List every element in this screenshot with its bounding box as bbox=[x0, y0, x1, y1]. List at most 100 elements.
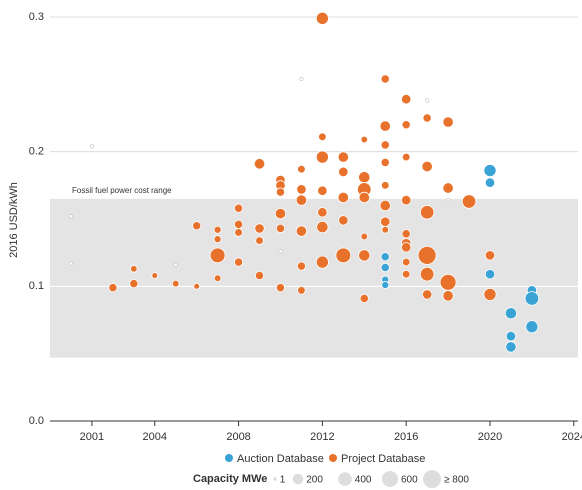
bubble bbox=[295, 225, 308, 237]
bubble bbox=[461, 194, 477, 209]
bubble bbox=[297, 164, 306, 174]
bubble bbox=[419, 267, 435, 282]
bubble bbox=[380, 140, 390, 150]
bubble bbox=[275, 283, 286, 293]
bubble bbox=[295, 194, 308, 206]
bubble bbox=[209, 247, 226, 264]
bubble bbox=[337, 151, 349, 163]
bubble bbox=[275, 223, 286, 233]
legend-swatch bbox=[225, 454, 233, 462]
bubble bbox=[192, 221, 202, 231]
bubble bbox=[317, 185, 328, 196]
bubble bbox=[525, 320, 539, 334]
bubble bbox=[299, 76, 304, 82]
bubble bbox=[401, 194, 412, 206]
bubble bbox=[68, 214, 74, 219]
bubble bbox=[483, 164, 497, 178]
bubble bbox=[379, 199, 391, 212]
y-tick-label: 0.0 bbox=[29, 415, 44, 427]
bubble bbox=[425, 98, 430, 103]
bubble bbox=[129, 279, 139, 289]
bubble bbox=[484, 250, 496, 261]
bubble bbox=[401, 242, 412, 253]
x-tick-label: 2020 bbox=[478, 431, 502, 443]
bubble bbox=[297, 286, 306, 295]
bubble bbox=[358, 171, 371, 184]
y-tick-label: 0.3 bbox=[29, 11, 44, 23]
bubble bbox=[401, 269, 411, 279]
bubble bbox=[359, 293, 369, 304]
bubble bbox=[524, 291, 540, 306]
bubble bbox=[401, 93, 412, 105]
bubble bbox=[484, 177, 496, 188]
bubble bbox=[108, 283, 118, 293]
size-label: ≥ 800 bbox=[444, 475, 469, 486]
bubble bbox=[421, 289, 433, 300]
bubble bbox=[504, 307, 518, 320]
bubble bbox=[213, 225, 222, 234]
size-label: 600 bbox=[401, 475, 418, 486]
bubble bbox=[401, 257, 411, 267]
bubble bbox=[505, 331, 517, 342]
x-tick-label: 2001 bbox=[80, 431, 104, 443]
bubble bbox=[381, 281, 390, 289]
size-swatch bbox=[273, 477, 277, 481]
bubble bbox=[130, 265, 138, 273]
bubble bbox=[379, 120, 391, 132]
bubble bbox=[358, 249, 371, 262]
size-swatch bbox=[338, 472, 352, 486]
bubble bbox=[401, 120, 411, 130]
bubble bbox=[419, 205, 435, 220]
bubble bbox=[360, 232, 369, 241]
bubble bbox=[213, 274, 222, 283]
bubble bbox=[442, 116, 454, 128]
bubble bbox=[358, 191, 370, 204]
x-tick-label: 2016 bbox=[394, 431, 418, 443]
bubble bbox=[296, 261, 306, 271]
bubble bbox=[234, 203, 244, 213]
y-tick-label: 0.1 bbox=[29, 280, 44, 292]
bubble bbox=[337, 191, 349, 204]
bubble bbox=[171, 279, 180, 288]
bubble bbox=[401, 152, 411, 162]
bubble bbox=[234, 219, 244, 229]
bubble bbox=[439, 273, 457, 291]
bubble bbox=[338, 166, 349, 178]
bubble bbox=[483, 287, 497, 301]
bubble bbox=[213, 235, 222, 244]
y-tick-label: 0.2 bbox=[29, 146, 44, 158]
bubble bbox=[381, 225, 390, 234]
size-legend-title: Capacity MWe bbox=[193, 473, 267, 485]
x-tick-label: 2004 bbox=[143, 431, 167, 443]
bubble bbox=[442, 182, 454, 194]
size-swatch bbox=[292, 473, 304, 485]
bubble bbox=[254, 271, 265, 281]
bubble bbox=[316, 220, 329, 234]
size-label: 200 bbox=[306, 475, 323, 486]
bubble bbox=[401, 229, 411, 239]
bubble bbox=[421, 160, 433, 173]
bubble bbox=[234, 228, 243, 237]
bubble bbox=[505, 341, 517, 353]
bubble bbox=[278, 249, 283, 254]
bubble bbox=[380, 74, 390, 84]
legend-label: Auction Database bbox=[237, 453, 324, 465]
bubble bbox=[338, 215, 349, 226]
bubble bbox=[68, 261, 74, 266]
bubble bbox=[484, 269, 496, 280]
size-label: 400 bbox=[355, 475, 372, 486]
bubble bbox=[380, 181, 390, 190]
bubble bbox=[274, 207, 287, 220]
x-tick-label: 2024 bbox=[562, 431, 582, 443]
bubble bbox=[380, 262, 390, 273]
band-label: Fossil fuel power cost range bbox=[72, 186, 172, 195]
bubble bbox=[296, 184, 307, 195]
bubble bbox=[275, 187, 286, 197]
bubble bbox=[315, 255, 329, 269]
bubble bbox=[234, 257, 244, 267]
fossil-band bbox=[50, 198, 578, 358]
bubble bbox=[442, 290, 454, 302]
bubble bbox=[380, 157, 390, 167]
bubble bbox=[422, 113, 432, 123]
